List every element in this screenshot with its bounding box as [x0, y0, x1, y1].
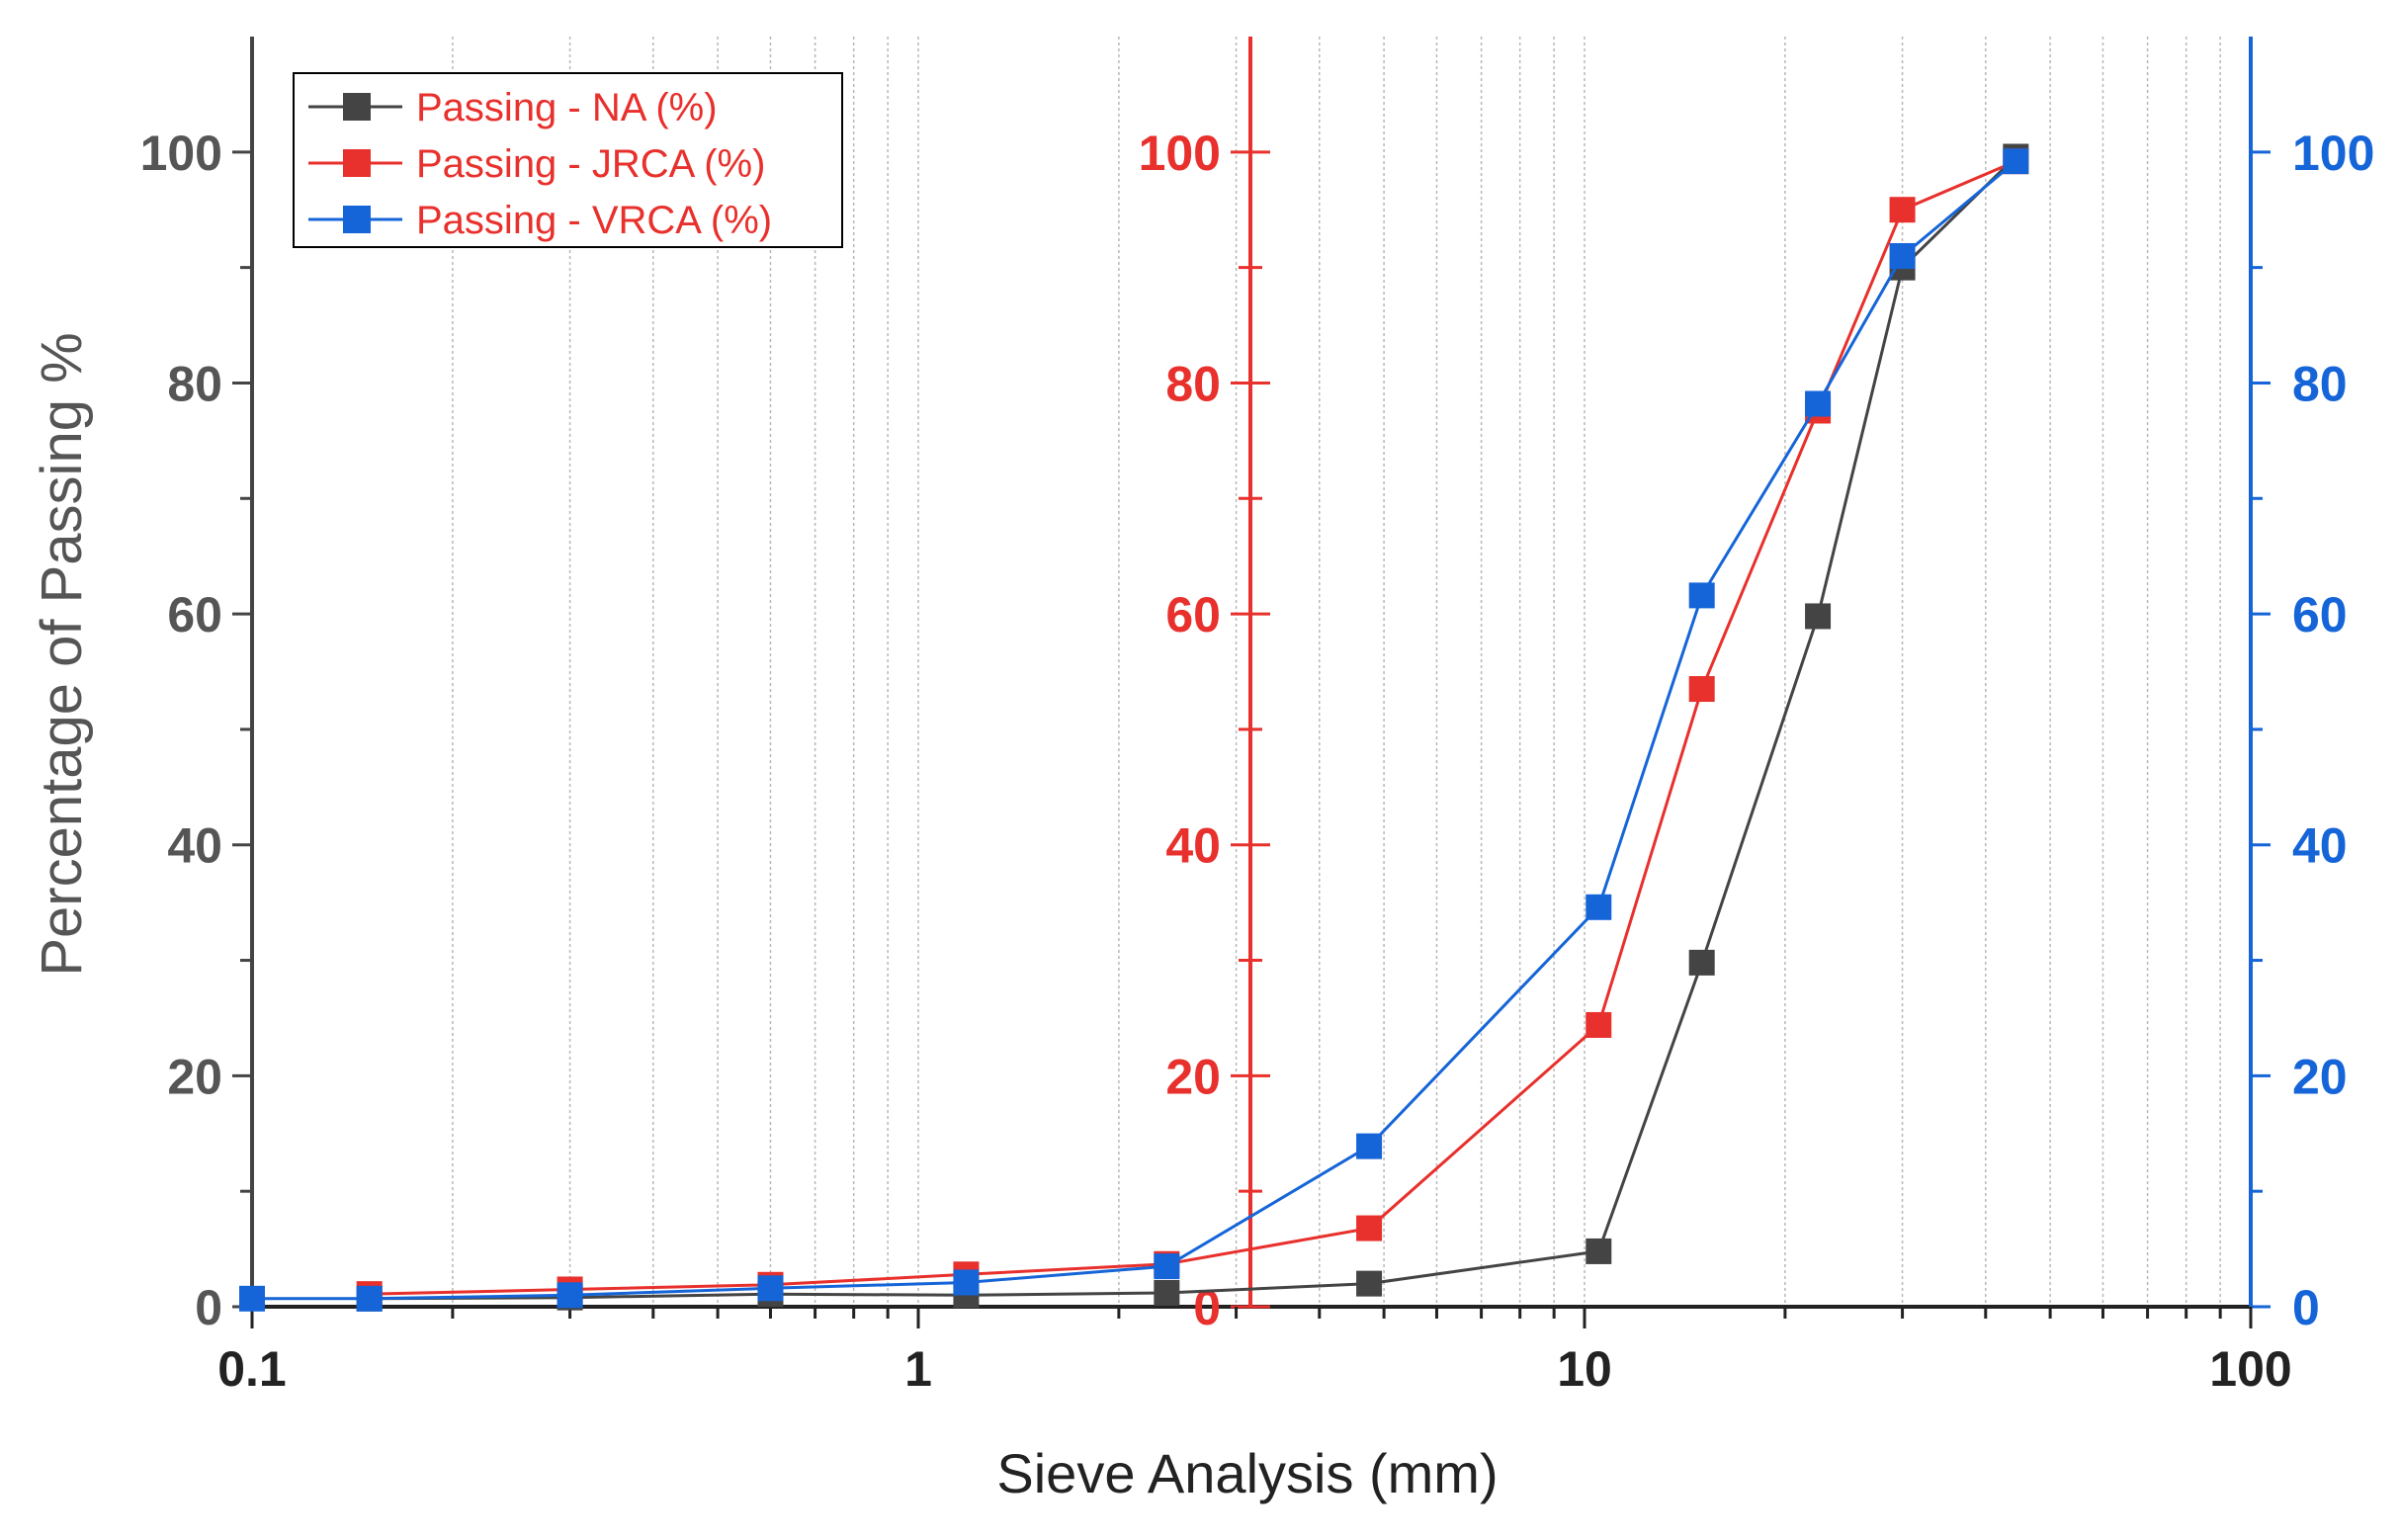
- data-point: [1688, 949, 1715, 976]
- y-tick-label-jrca: 20: [1165, 1049, 1221, 1104]
- series-1: [356, 143, 2029, 1312]
- y-tick-label-vrca: 80: [2292, 356, 2348, 411]
- data-point: [1889, 197, 1916, 223]
- y-tick-label-jrca: 60: [1165, 587, 1221, 642]
- y-tick-label-left: 100: [140, 126, 222, 181]
- data-point: [1356, 1215, 1383, 1241]
- data-point: [1154, 1253, 1180, 1280]
- series-3: [239, 148, 2029, 1312]
- y-tick-label-left: 0: [195, 1280, 222, 1335]
- series-line: [252, 160, 2017, 1301]
- y-tick-label-jrca: 80: [1165, 356, 1221, 411]
- data-point: [1688, 676, 1715, 703]
- x-tick-label: 0.1: [217, 1341, 287, 1397]
- data-point: [1586, 1238, 1612, 1264]
- y-tick-label-jrca: 40: [1165, 818, 1221, 874]
- data-point: [1154, 1279, 1180, 1306]
- x-axis-title: Sieve Analysis (mm): [996, 1442, 1498, 1504]
- legend-marker: [343, 93, 371, 121]
- data-point: [1586, 894, 1612, 920]
- y-tick-label-vrca: 20: [2292, 1049, 2348, 1104]
- data-point: [239, 1285, 265, 1312]
- legend-label: Passing - VRCA (%): [416, 199, 772, 242]
- data-point: [1356, 1270, 1383, 1297]
- y-axis-title: Percentage of Passing %: [30, 332, 94, 976]
- y-tick-label-jrca: 0: [1193, 1280, 1221, 1335]
- data-point: [757, 1275, 784, 1302]
- series-layer: [239, 143, 2029, 1312]
- legend-label: Passing - NA (%): [416, 86, 718, 129]
- data-point: [953, 1269, 980, 1296]
- legend-label: Passing - JRCA (%): [416, 142, 765, 186]
- data-point: [1805, 603, 1832, 630]
- series-2: [356, 148, 2029, 1308]
- data-point: [557, 1282, 583, 1309]
- legend-marker: [343, 149, 371, 177]
- data-point: [356, 1285, 383, 1312]
- y-tick-label-left: 40: [167, 818, 222, 874]
- data-point: [1356, 1133, 1383, 1159]
- y-tick-label-vrca: 40: [2292, 818, 2348, 874]
- legend-marker: [343, 206, 371, 233]
- x-tick-label: 1: [904, 1341, 932, 1397]
- data-point: [1805, 390, 1832, 417]
- series-line: [369, 159, 2016, 1296]
- y-tick-label-left: 20: [167, 1049, 222, 1104]
- y-tick-label-vrca: 100: [2292, 126, 2374, 181]
- data-point: [2003, 148, 2029, 175]
- y-tick-label-jrca: 100: [1139, 126, 1221, 181]
- data-point: [1586, 1011, 1612, 1038]
- y-tick-label-left: 80: [167, 356, 222, 411]
- y-tick-label-vrca: 60: [2292, 587, 2348, 642]
- legend: Passing - NA (%) Passing - JRCA (%) Passin…: [293, 72, 843, 248]
- data-point: [1688, 582, 1715, 609]
- grid-layer: [452, 37, 2221, 1307]
- data-point: [1889, 242, 1916, 269]
- series-line: [369, 155, 2017, 1301]
- y-tick-label-left: 60: [167, 587, 222, 642]
- x-tick-label: 100: [2209, 1341, 2291, 1397]
- y-tick-label-vrca: 0: [2292, 1280, 2320, 1335]
- x-tick-label: 10: [1557, 1341, 1612, 1397]
